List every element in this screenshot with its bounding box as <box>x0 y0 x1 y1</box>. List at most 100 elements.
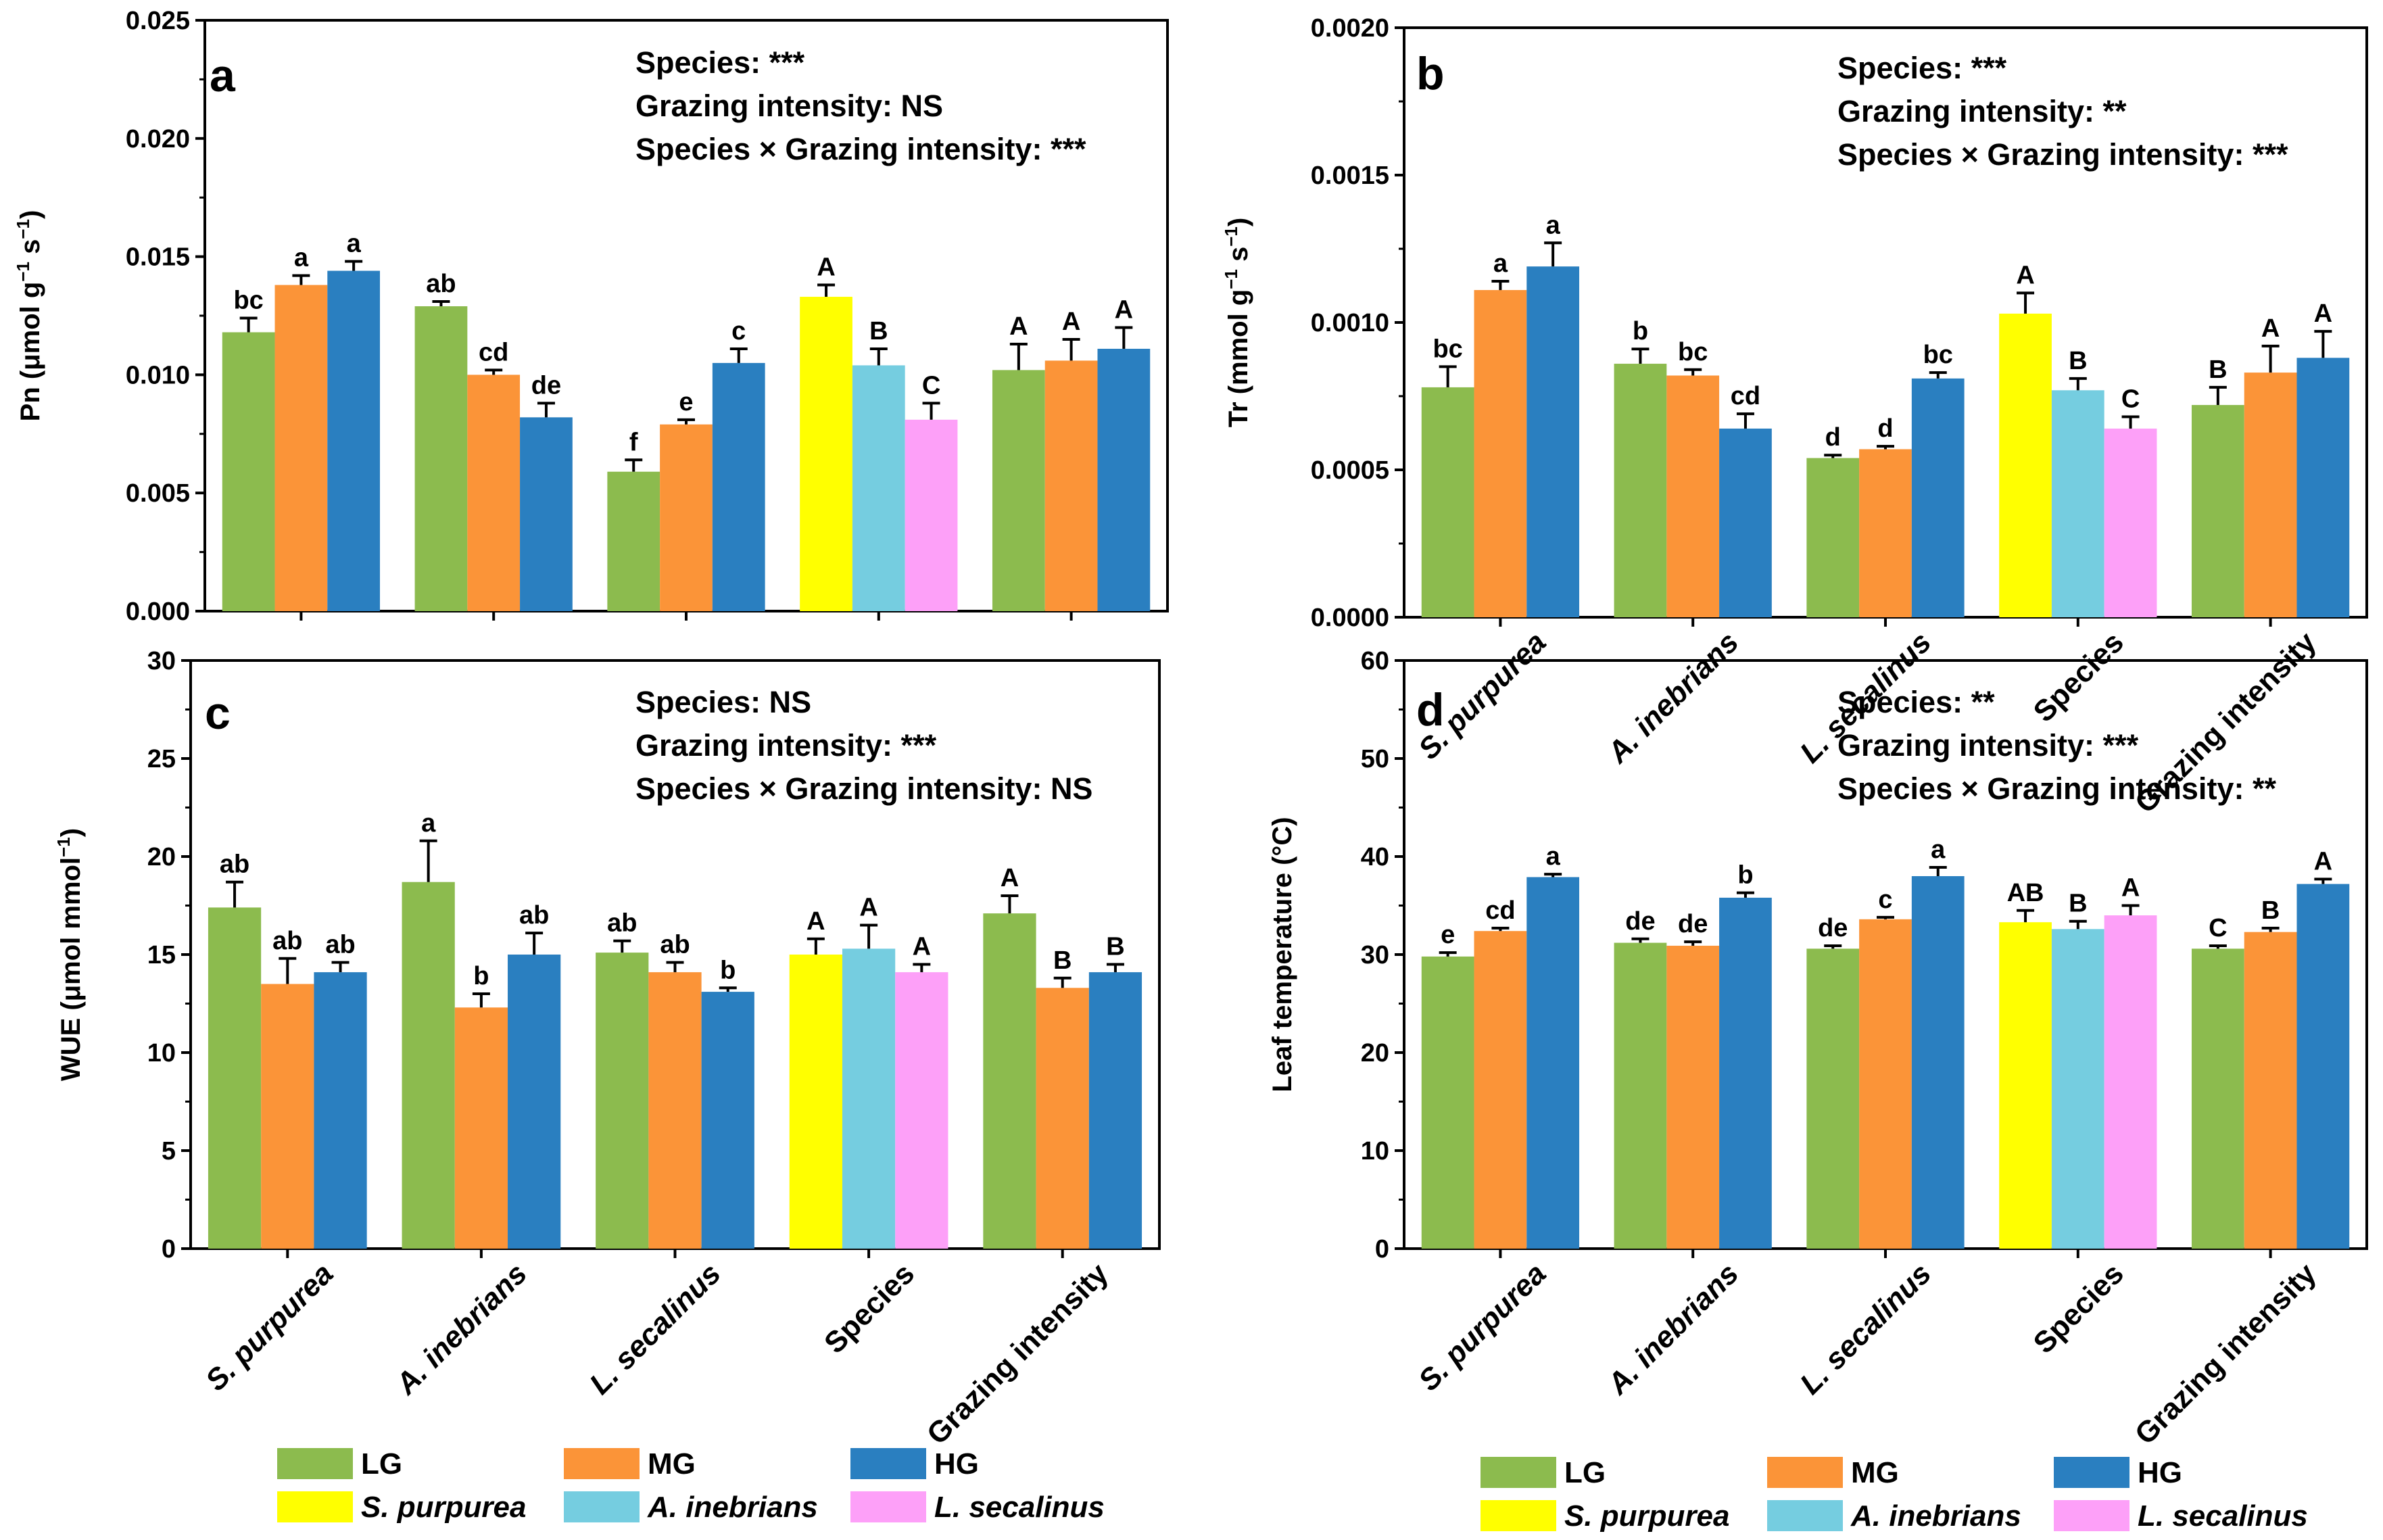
bar <box>261 984 314 1249</box>
significance-letter: b <box>473 962 489 990</box>
y-tick-label: 0.025 <box>126 7 190 35</box>
significance-letter: C <box>922 371 940 400</box>
significance-letter: B <box>2069 890 2087 918</box>
legend-swatch <box>2054 1500 2129 1531</box>
significance-letter: a <box>1931 836 1946 864</box>
panel-c: 0 5 10 15 20 25 30 WUE (μmol mmol−1) c Species: N… <box>53 647 1161 1451</box>
stat-annotation: Species: *** <box>635 45 805 80</box>
y-tick-label: 0.0020 <box>1311 14 1389 43</box>
bar <box>1999 313 2052 617</box>
significance-letter: A <box>817 254 835 282</box>
significance-letter: ab <box>220 850 249 879</box>
x-category-label: Grazing intensity <box>921 1257 1115 1451</box>
legend-right: LG MG HG S. purpurea A. inebrians L. secalinu… <box>1481 1456 2308 1533</box>
x-category-label: Species <box>818 1257 921 1359</box>
y-axis-label-superscript: −1 <box>13 262 33 282</box>
y-tick-label: 0.0000 <box>1311 604 1389 632</box>
bar <box>1806 948 1860 1249</box>
stat-annotation: Species × Grazing intensity: *** <box>635 132 1086 166</box>
bar <box>1614 364 1667 617</box>
y-axis-label-part: ) <box>56 828 86 837</box>
bar <box>1421 387 1474 617</box>
legend-label: LG <box>1564 1456 1606 1489</box>
significance-letter: de <box>1625 907 1655 936</box>
bar <box>895 972 948 1249</box>
y-axis-label-superscript: −1 <box>1221 226 1241 247</box>
significance-letter: bc <box>1433 335 1462 363</box>
y-tick-label: 0.005 <box>126 479 190 508</box>
significance-letter: f <box>629 428 638 456</box>
bar <box>992 370 1045 611</box>
y-tick-label: 0 <box>162 1235 176 1264</box>
y-tick-label: 0.0015 <box>1311 162 1389 190</box>
x-category-label: Species <box>2027 625 2130 728</box>
bar <box>2191 948 2244 1249</box>
bar <box>1088 972 1142 1249</box>
legend-label: A. inebrians <box>1850 1499 2021 1533</box>
stat-annotation: Species × Grazing intensity: ** <box>1837 771 2276 806</box>
significance-letter: e <box>679 388 693 416</box>
bar <box>2296 884 2350 1249</box>
stat-annotation: Grazing intensity: *** <box>635 728 937 763</box>
y-axis-label-part: ) <box>16 210 45 219</box>
significance-letter: AB <box>2007 879 2044 907</box>
bar <box>1911 378 1965 617</box>
bar <box>701 992 754 1249</box>
y-tick-label: 20 <box>1361 1039 1389 1067</box>
bar <box>2051 390 2104 617</box>
y-axis-label-part: ) <box>1224 218 1253 226</box>
legend-swatch <box>564 1491 640 1522</box>
significance-letter: de <box>531 371 561 400</box>
y-tick-label: 40 <box>1361 843 1389 871</box>
legend-swatch <box>1767 1457 1843 1488</box>
y-axis-label-part: s <box>1224 247 1253 269</box>
significance-letter: B <box>869 317 888 345</box>
significance-letter: B <box>1053 946 1072 975</box>
bar <box>1666 945 1720 1249</box>
bar <box>1097 348 1151 611</box>
panel-b: 0.0000 0.0005 0.0010 0.0015 0.0020 Tr (mmol g… <box>1221 14 2368 819</box>
x-category-label: A. inebrians <box>389 1257 533 1401</box>
bar <box>1036 988 1089 1249</box>
y-tick-label: 0 <box>1375 1235 1389 1264</box>
stat-annotation: Species × Grazing intensity: NS <box>635 771 1092 806</box>
legend-label: MG <box>648 1447 696 1481</box>
stat-annotation: Species: ** <box>1837 685 1995 719</box>
legend-label: LG <box>361 1447 402 1481</box>
significance-letter: a <box>294 244 309 272</box>
significance-letter: C <box>2209 914 2227 942</box>
significance-letter: B <box>2261 896 2280 925</box>
bar <box>1474 290 1527 617</box>
significance-letter: ab <box>607 909 637 938</box>
bar <box>222 332 275 611</box>
significance-letter: b <box>1633 317 1648 345</box>
legend-label: HG <box>934 1447 979 1481</box>
x-category-label: Species <box>2027 1257 2130 1359</box>
significance-letter: A <box>2261 314 2280 343</box>
bar <box>508 955 561 1249</box>
significance-letter: cd <box>1731 382 1760 410</box>
bar <box>2051 929 2104 1249</box>
bar <box>842 948 896 1249</box>
bar <box>208 907 262 1249</box>
y-tick-label: 0.020 <box>126 125 190 153</box>
bar <box>1806 458 1860 617</box>
bar <box>414 306 468 611</box>
y-tick-label: 0.015 <box>126 243 190 272</box>
stat-annotation: Species: NS <box>635 685 811 719</box>
y-axis-label-part: Tr (mmol g <box>1224 289 1253 427</box>
y-tick-label: 15 <box>147 941 176 969</box>
bar <box>1526 877 1580 1249</box>
x-category-label: A. inebrians <box>1601 1257 1745 1401</box>
y-axis-label-superscript: −1 <box>1221 269 1241 289</box>
y-axis-label: Tr (mmol g−1 s−1) <box>1221 218 1253 427</box>
panel-letter: c <box>205 688 231 739</box>
panel-a: 0.000 0.005 0.010 0.015 0.020 0.025 Pn (μmol g… <box>13 7 1169 626</box>
significance-letter: ab <box>519 901 549 930</box>
y-axis-label-part: ° <box>1268 846 1297 857</box>
significance-letter: A <box>2314 847 2332 875</box>
significance-letter: a <box>1546 842 1561 871</box>
legend-label: L. secalinus <box>934 1491 1105 1524</box>
significance-letter: b <box>1737 861 1753 890</box>
